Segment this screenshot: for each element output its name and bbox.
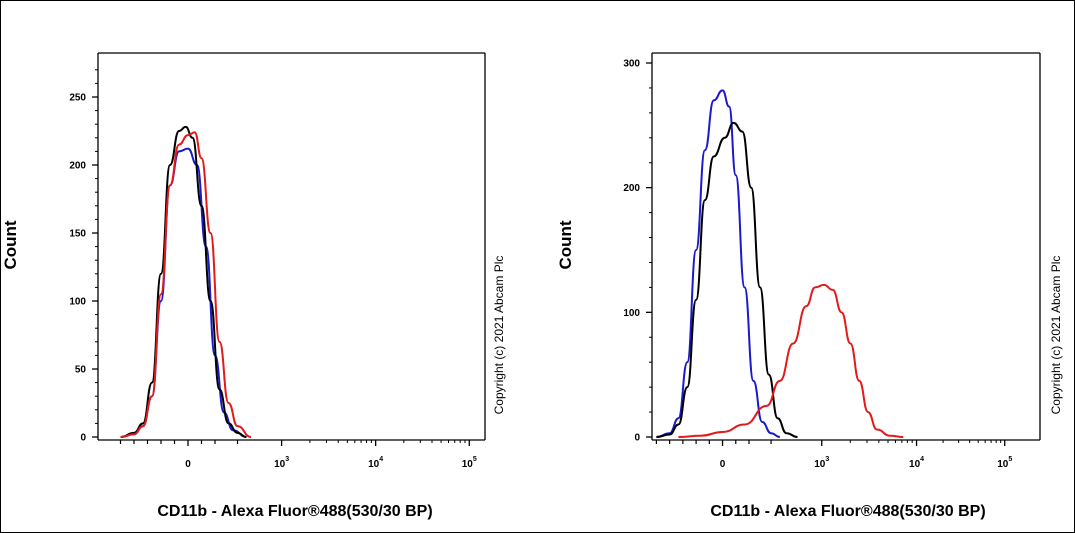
chart-right: 0 100 200 300 0 103 104 105 Count CD11b - Alexa… (556, 52, 1063, 520)
x-tick-label: 104 (368, 456, 383, 470)
x-axis-label: CD11b - Alexa Fluor®488(530/30 BP) (157, 503, 432, 520)
y-tick-label: 300 (623, 59, 640, 70)
series-line-2 (120, 131, 252, 438)
x-axis-label: CD11b - Alexa Fluor®488(530/30 BP) (710, 503, 985, 520)
copyright-text: Copyright (c) 2021 Abcam Plc (1049, 256, 1063, 415)
y-tick-label: 150 (69, 229, 86, 240)
series-line-0 (120, 147, 247, 438)
y-tick-label: 200 (623, 183, 640, 194)
x-tick-label: 104 (909, 456, 924, 470)
x-tick-label: 103 (814, 456, 829, 470)
x-tick-label: 103 (274, 456, 289, 470)
x-tick-label: 105 (462, 456, 477, 470)
x-tick-label: 0 (720, 459, 726, 470)
y-tick-label: 100 (623, 308, 640, 319)
series-line-2 (678, 283, 904, 438)
y-tick-label: 0 (80, 433, 86, 444)
series-line-1 (656, 121, 798, 438)
y-tick-label: 0 (634, 433, 640, 444)
y-axis-label: Count (1, 220, 20, 269)
chart-left: 0 50 100 150 200 250 0 103 104 105 Count CD11b - … (1, 52, 506, 520)
x-tick-label: 0 (185, 459, 191, 470)
series-line-0 (656, 89, 780, 438)
y-tick-label: 100 (69, 297, 86, 308)
x-tick-label: 105 (997, 456, 1012, 470)
series-line-1 (120, 125, 247, 438)
y-axis-label: Count (556, 220, 575, 269)
y-tick-label: 250 (69, 93, 86, 104)
y-tick-label: 50 (75, 365, 87, 376)
y-tick-label: 200 (69, 161, 86, 172)
copyright-text: Copyright (c) 2021 Abcam Plc (492, 256, 506, 415)
